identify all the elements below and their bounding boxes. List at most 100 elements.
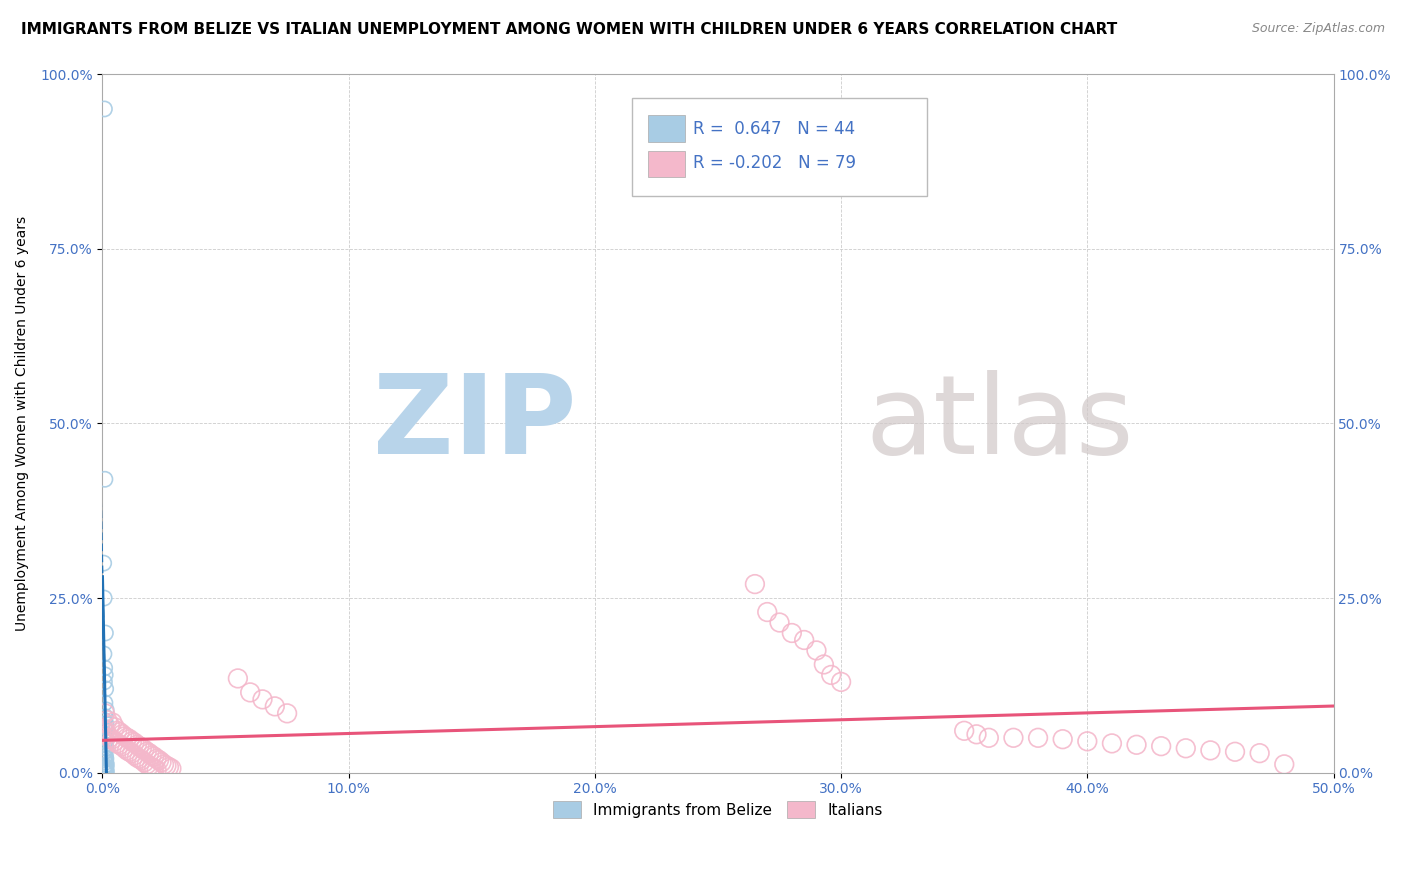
Point: [93, 591, 115, 605]
Point: [94, 734, 117, 748]
Point: [145, 763, 167, 777]
Point: [93, 765, 115, 780]
Point: [1125, 738, 1147, 752]
Point: [96, 732, 118, 747]
Point: [94, 762, 117, 776]
Point: [93, 102, 115, 116]
FancyBboxPatch shape: [631, 98, 928, 196]
Point: [94, 706, 117, 721]
Point: [105, 736, 128, 750]
Text: R = -0.202   N = 79: R = -0.202 N = 79: [693, 154, 856, 172]
Point: [153, 757, 176, 772]
Point: [157, 760, 180, 774]
Point: [93, 731, 115, 745]
Point: [94, 750, 117, 764]
Point: [1174, 741, 1197, 756]
Point: [94, 727, 117, 741]
Point: [118, 745, 141, 759]
Text: atlas: atlas: [866, 370, 1135, 477]
Point: [94, 752, 117, 766]
Point: [94, 758, 117, 772]
Point: [131, 741, 153, 756]
Point: [98, 718, 121, 732]
Point: [143, 749, 166, 764]
Point: [96, 714, 118, 728]
Point: [131, 753, 153, 767]
Point: [94, 668, 117, 682]
Point: [94, 681, 117, 696]
Point: [756, 605, 779, 619]
Point: [121, 734, 143, 748]
Point: [150, 756, 173, 770]
Point: [124, 736, 146, 750]
Point: [125, 750, 148, 764]
Point: [96, 765, 118, 780]
Point: [830, 674, 852, 689]
Point: [1272, 757, 1295, 772]
Point: [1026, 731, 1049, 745]
Point: [768, 615, 790, 630]
Point: [820, 668, 842, 682]
Point: [1199, 743, 1222, 757]
Point: [125, 738, 148, 752]
Point: [94, 762, 117, 776]
Point: [94, 472, 117, 486]
Point: [114, 730, 136, 744]
Point: [977, 731, 1000, 745]
Point: [115, 743, 138, 757]
Point: [93, 714, 115, 728]
Point: [1223, 745, 1246, 759]
Point: [108, 738, 131, 752]
Point: [138, 746, 160, 760]
Point: [96, 727, 118, 741]
Text: ZIP: ZIP: [373, 370, 576, 477]
Point: [94, 764, 117, 778]
Point: [111, 727, 134, 741]
Point: [744, 577, 766, 591]
Point: [94, 748, 117, 763]
Point: [114, 741, 136, 756]
Point: [135, 757, 157, 772]
Point: [263, 699, 285, 714]
Point: [1002, 731, 1025, 745]
Point: [111, 739, 134, 754]
Point: [93, 764, 115, 778]
Point: [806, 643, 828, 657]
Point: [138, 758, 160, 772]
Point: [124, 748, 146, 763]
Point: [94, 696, 117, 710]
Point: [94, 741, 117, 756]
Point: [94, 765, 117, 780]
Point: [1052, 732, 1074, 747]
Point: [96, 723, 118, 738]
FancyBboxPatch shape: [648, 151, 685, 178]
Point: [135, 745, 157, 759]
Point: [101, 732, 124, 747]
Point: [134, 742, 156, 756]
Point: [239, 685, 262, 699]
Point: [128, 739, 150, 754]
Point: [98, 731, 121, 745]
Point: [101, 715, 124, 730]
Point: [93, 763, 115, 777]
Point: [141, 760, 163, 774]
Point: [104, 720, 127, 734]
Point: [1249, 746, 1271, 760]
Point: [94, 716, 117, 731]
Point: [121, 746, 143, 760]
Point: [94, 710, 117, 724]
Point: [155, 758, 177, 772]
Point: [93, 753, 115, 767]
Point: [1076, 734, 1098, 748]
Point: [94, 761, 117, 775]
Legend: Immigrants from Belize, Italians: Immigrants from Belize, Italians: [547, 795, 889, 824]
Point: [1101, 736, 1123, 750]
Text: Source: ZipAtlas.com: Source: ZipAtlas.com: [1251, 22, 1385, 36]
Point: [780, 626, 803, 640]
Point: [94, 738, 117, 752]
Point: [94, 703, 117, 717]
Text: R =  0.647   N = 44: R = 0.647 N = 44: [693, 120, 855, 137]
Point: [108, 725, 131, 739]
Point: [105, 723, 128, 738]
Point: [793, 632, 815, 647]
